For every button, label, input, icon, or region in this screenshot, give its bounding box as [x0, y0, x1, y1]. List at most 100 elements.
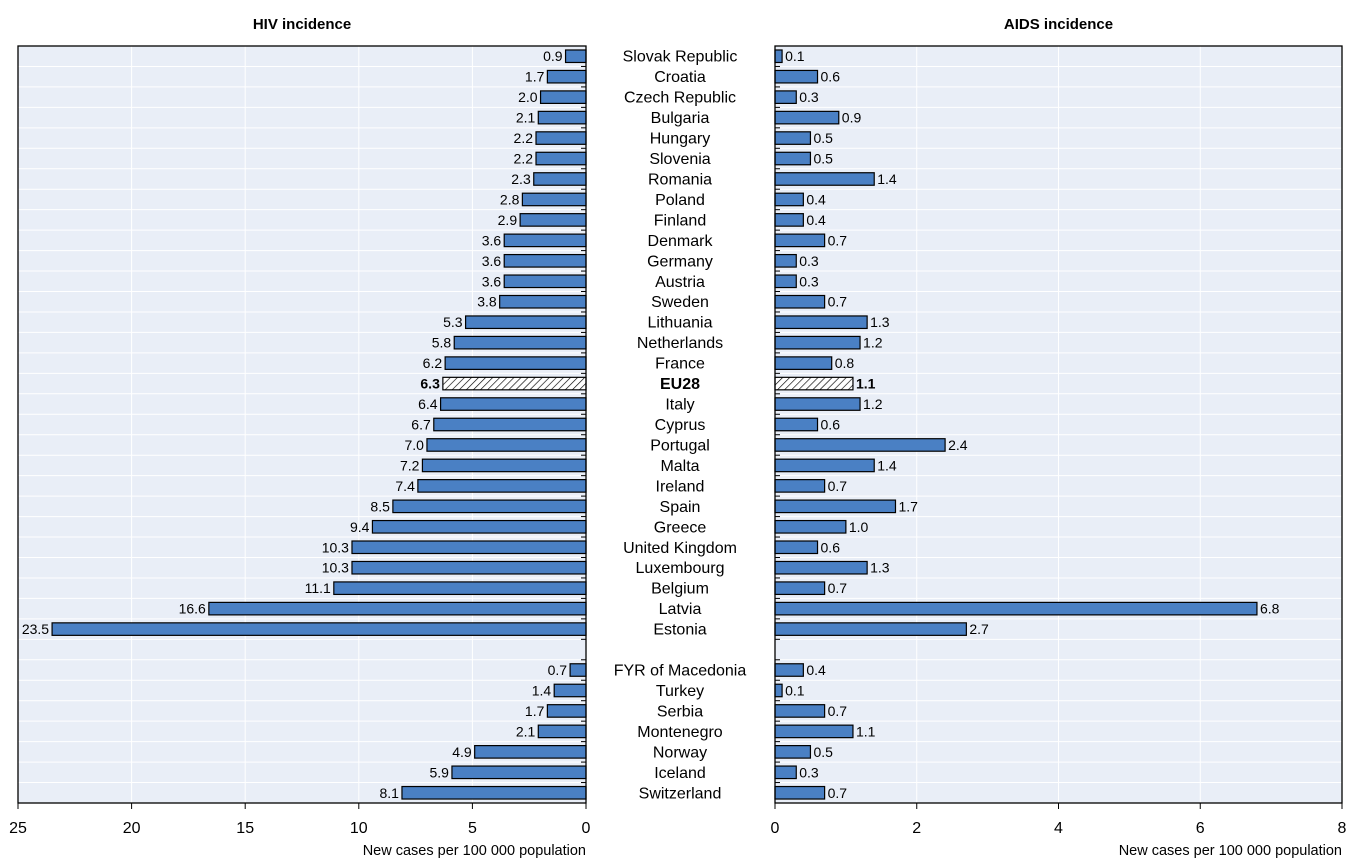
aids-bar-18	[774, 417, 819, 432]
aids-bar-14	[774, 335, 861, 350]
aids-tick-label-0: 0	[771, 820, 780, 837]
hiv-bar-16	[442, 376, 587, 391]
aids-bar-15	[774, 356, 833, 370]
hiv-bar-9	[503, 233, 587, 248]
hiv-value-label-11: 3.6	[482, 273, 502, 289]
hiv-bar-1	[546, 69, 587, 84]
hiv-value-label-15: 6.2	[423, 355, 443, 371]
hiv-value-label-32: 1.7	[525, 703, 545, 719]
hiv-value-label-1: 1.7	[525, 69, 545, 85]
hiv-bar-13	[464, 315, 587, 330]
hiv-value-label-8: 2.9	[498, 212, 518, 228]
hiv-value-label-27: 16.6	[179, 601, 206, 617]
aids-value-label-16: 1.1	[856, 376, 876, 392]
hiv-bar-32	[546, 704, 587, 718]
category-label-18: Cyprus	[655, 417, 706, 434]
aids-bar-2	[774, 90, 797, 104]
category-label-12: Sweden	[651, 294, 709, 311]
hiv-value-label-33: 2.1	[516, 723, 536, 739]
hiv-bar-10	[503, 253, 587, 268]
aids-tick-label-2: 4	[1054, 820, 1063, 837]
aids-bar-11	[774, 274, 797, 289]
hiv-value-label-3: 2.1	[516, 110, 536, 126]
aids-value-label-32: 0.7	[828, 703, 848, 719]
aids-bar-5	[774, 151, 812, 166]
category-label-5: Slovenia	[649, 151, 710, 168]
category-label-35: Iceland	[654, 765, 706, 782]
aids-bar-33	[774, 724, 854, 739]
aids-value-label-17: 1.2	[863, 396, 883, 412]
aids-bar-21	[774, 479, 826, 493]
category-label-11: Austria	[655, 274, 705, 291]
hiv-bar-15	[444, 356, 587, 370]
hiv-value-label-34: 4.9	[452, 744, 472, 760]
aids-value-label-12: 0.7	[828, 294, 848, 310]
aids-bar-28	[774, 622, 967, 636]
aids-value-label-8: 0.4	[806, 212, 826, 228]
aids-title: AIDS incidence	[1004, 16, 1113, 33]
aids-bar-30	[774, 663, 804, 677]
aids-value-label-19: 2.4	[948, 437, 968, 453]
aids-value-label-33: 1.1	[856, 723, 876, 739]
category-label-30: FYR of Macedonia	[614, 663, 747, 680]
hiv-bar-33	[537, 724, 587, 739]
category-label-0: Slovak Republic	[623, 49, 738, 66]
hiv-value-label-9: 3.6	[482, 232, 502, 248]
aids-value-label-4: 0.5	[813, 130, 833, 146]
hiv-value-label-36: 8.1	[379, 785, 399, 801]
hiv-bar-14	[453, 335, 587, 350]
category-label-15: France	[655, 356, 705, 373]
aids-value-label-0: 0.1	[785, 48, 805, 64]
category-label-8: Finland	[654, 212, 706, 229]
aids-bar-19	[774, 438, 946, 452]
aids-value-label-9: 0.7	[828, 232, 848, 248]
aids-tick-label-3: 6	[1196, 820, 1205, 837]
aids-bar-32	[774, 704, 826, 718]
hiv-value-label-5: 2.2	[514, 151, 534, 167]
aids-value-label-2: 0.3	[799, 89, 819, 105]
hiv-bar-6	[533, 172, 587, 186]
category-label-26: Belgium	[651, 581, 709, 598]
category-label-4: Hungary	[650, 131, 710, 148]
hiv-value-label-19: 7.0	[404, 437, 424, 453]
aids-bar-7	[774, 192, 804, 207]
hiv-bar-11	[503, 274, 587, 289]
hiv-bar-5	[535, 151, 587, 166]
hiv-tick-label-2: 15	[236, 820, 254, 837]
aids-value-label-13: 1.3	[870, 314, 890, 330]
aids-bar-27	[774, 601, 1258, 616]
aids-bar-6	[774, 172, 875, 186]
category-label-17: Italy	[665, 397, 694, 414]
category-label-24: United Kingdom	[623, 540, 737, 557]
aids-bar-36	[774, 785, 826, 800]
aids-tick-label-4: 8	[1338, 820, 1346, 837]
hiv-tick-label-1: 20	[123, 820, 141, 837]
category-label-25: Luxembourg	[636, 560, 725, 577]
aids-value-label-26: 0.7	[828, 580, 848, 596]
hiv-tick-label-0: 25	[9, 820, 27, 837]
hiv-value-label-14: 5.8	[432, 335, 452, 351]
hiv-bar-8	[519, 213, 587, 227]
hiv-bar-30	[569, 663, 587, 677]
hiv-value-label-22: 8.5	[370, 498, 390, 514]
aids-bar-8	[774, 213, 804, 227]
hiv-title: HIV incidence	[253, 16, 351, 33]
hiv-tick-label-3: 10	[350, 820, 368, 837]
category-label-6: Romania	[648, 171, 712, 188]
aids-bar-17	[774, 397, 861, 411]
aids-bar-20	[774, 458, 875, 473]
hiv-panel: 0.9 1.7 2.0 2.1 2.2 2.2 2.3 2.8 2.9 3.6 3.6 3.6 3.8 5…	[9, 16, 590, 859]
category-label-31: Turkey	[656, 683, 704, 700]
hiv-bar-18	[433, 417, 587, 432]
hiv-value-label-21: 7.4	[395, 478, 415, 494]
aids-value-label-7: 0.4	[806, 191, 826, 207]
aids-bar-35	[774, 765, 797, 780]
hiv-value-label-2: 2.0	[518, 89, 538, 105]
hiv-bar-0	[564, 49, 587, 64]
aids-value-label-11: 0.3	[799, 273, 819, 289]
category-label-10: Germany	[647, 253, 713, 270]
aids-value-label-36: 0.7	[828, 785, 848, 801]
hiv-value-label-30: 0.7	[548, 662, 568, 678]
hiv-bar-31	[553, 683, 587, 698]
